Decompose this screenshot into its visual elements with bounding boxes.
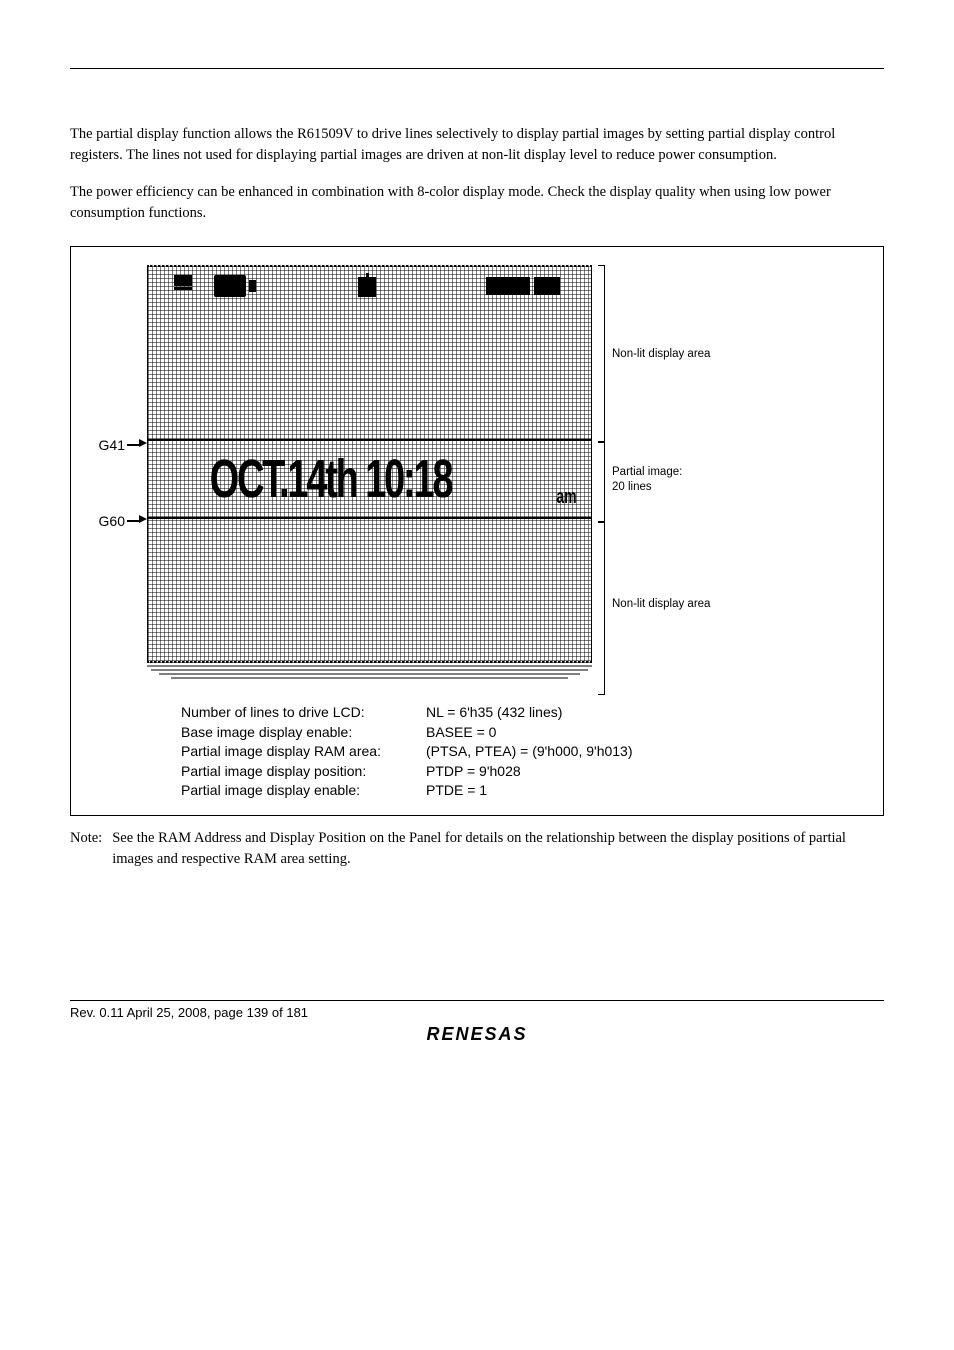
region-partial-image: OCT.14th 10:18 am: [147, 440, 592, 518]
note-label: Note:: [70, 828, 102, 870]
setting-row-3: Partial image display position: PTDP = 9…: [181, 762, 873, 782]
note-row: Note: See the RAM Address and Display Po…: [70, 828, 884, 870]
arrow-g41: [139, 439, 147, 447]
setting-key-2: Partial image display RAM area:: [181, 742, 426, 762]
label-nonlit-bottom: Non-lit display area: [612, 597, 710, 612]
renesas-logo: RENESAS: [70, 1024, 884, 1045]
gate-label-g41: G41: [99, 437, 141, 453]
setting-row-4: Partial image display enable: PTDE = 1: [181, 781, 873, 801]
footer-rev-text: Rev. 0.11 April 25, 2008, page 139 of 18…: [70, 1005, 884, 1020]
clock-main-text: OCT.14th 10:18: [210, 452, 452, 506]
partial-image-content: OCT.14th 10:18 am: [158, 447, 581, 511]
label-nonlit-top: Non-lit display area: [612, 347, 710, 362]
converge-svg: [147, 663, 592, 691]
bracket-partial: [598, 442, 605, 522]
setting-val-1: BASEE = 0: [426, 723, 496, 743]
setting-key-1: Base image display enable:: [181, 723, 426, 743]
renesas-logo-text: RENESAS: [426, 1024, 527, 1044]
gate-label-g41-text: G41: [99, 437, 125, 453]
paragraph-2: The power efficiency can be enhanced in …: [70, 182, 884, 224]
setting-val-2: (PTSA, PTEA) = (9'h000, 9'h013): [426, 742, 633, 762]
setting-key-4: Partial image display enable:: [181, 781, 426, 801]
gate-label-g60: G60: [99, 513, 141, 529]
note-text: See the RAM Address and Display Position…: [112, 828, 884, 870]
paragraph-1: The partial display function allows the …: [70, 124, 884, 166]
setting-key-3: Partial image display position:: [181, 762, 426, 782]
footer: Rev. 0.11 April 25, 2008, page 139 of 18…: [70, 1000, 884, 1045]
footer-rule: [70, 1000, 884, 1001]
settings-block: Number of lines to drive LCD: NL = 6'h35…: [181, 703, 873, 801]
clock-suffix-text: am: [556, 487, 576, 507]
setting-val-0: NL = 6'h35 (432 lines): [426, 703, 562, 723]
setting-row-0: Number of lines to drive LCD: NL = 6'h35…: [181, 703, 873, 723]
label-partial: Partial image: 20 lines: [612, 465, 682, 495]
converging-lines: [147, 663, 592, 691]
lcd-panel: OCT.14th 10:18 am: [147, 265, 592, 691]
top-rule: [70, 68, 884, 69]
diagram-zone: G41 G60 OCT.14th 10:18: [81, 265, 873, 691]
arrow-g60: [139, 515, 147, 523]
region-nonlit-bottom: [147, 518, 592, 663]
setting-row-1: Base image display enable: BASEE = 0: [181, 723, 873, 743]
setting-key-0: Number of lines to drive LCD:: [181, 703, 426, 723]
setting-row-2: Partial image display RAM area: (PTSA, P…: [181, 742, 873, 762]
bracket-nonlit-top: [598, 265, 605, 442]
gate-label-g60-text: G60: [99, 513, 125, 529]
setting-val-4: PTDE = 1: [426, 781, 487, 801]
region-nonlit-top: [147, 265, 592, 440]
bracket-nonlit-bottom: [598, 522, 605, 695]
setting-val-3: PTDP = 9'h028: [426, 762, 521, 782]
figure-partial-display: G41 G60 OCT.14th 10:18: [70, 246, 884, 816]
